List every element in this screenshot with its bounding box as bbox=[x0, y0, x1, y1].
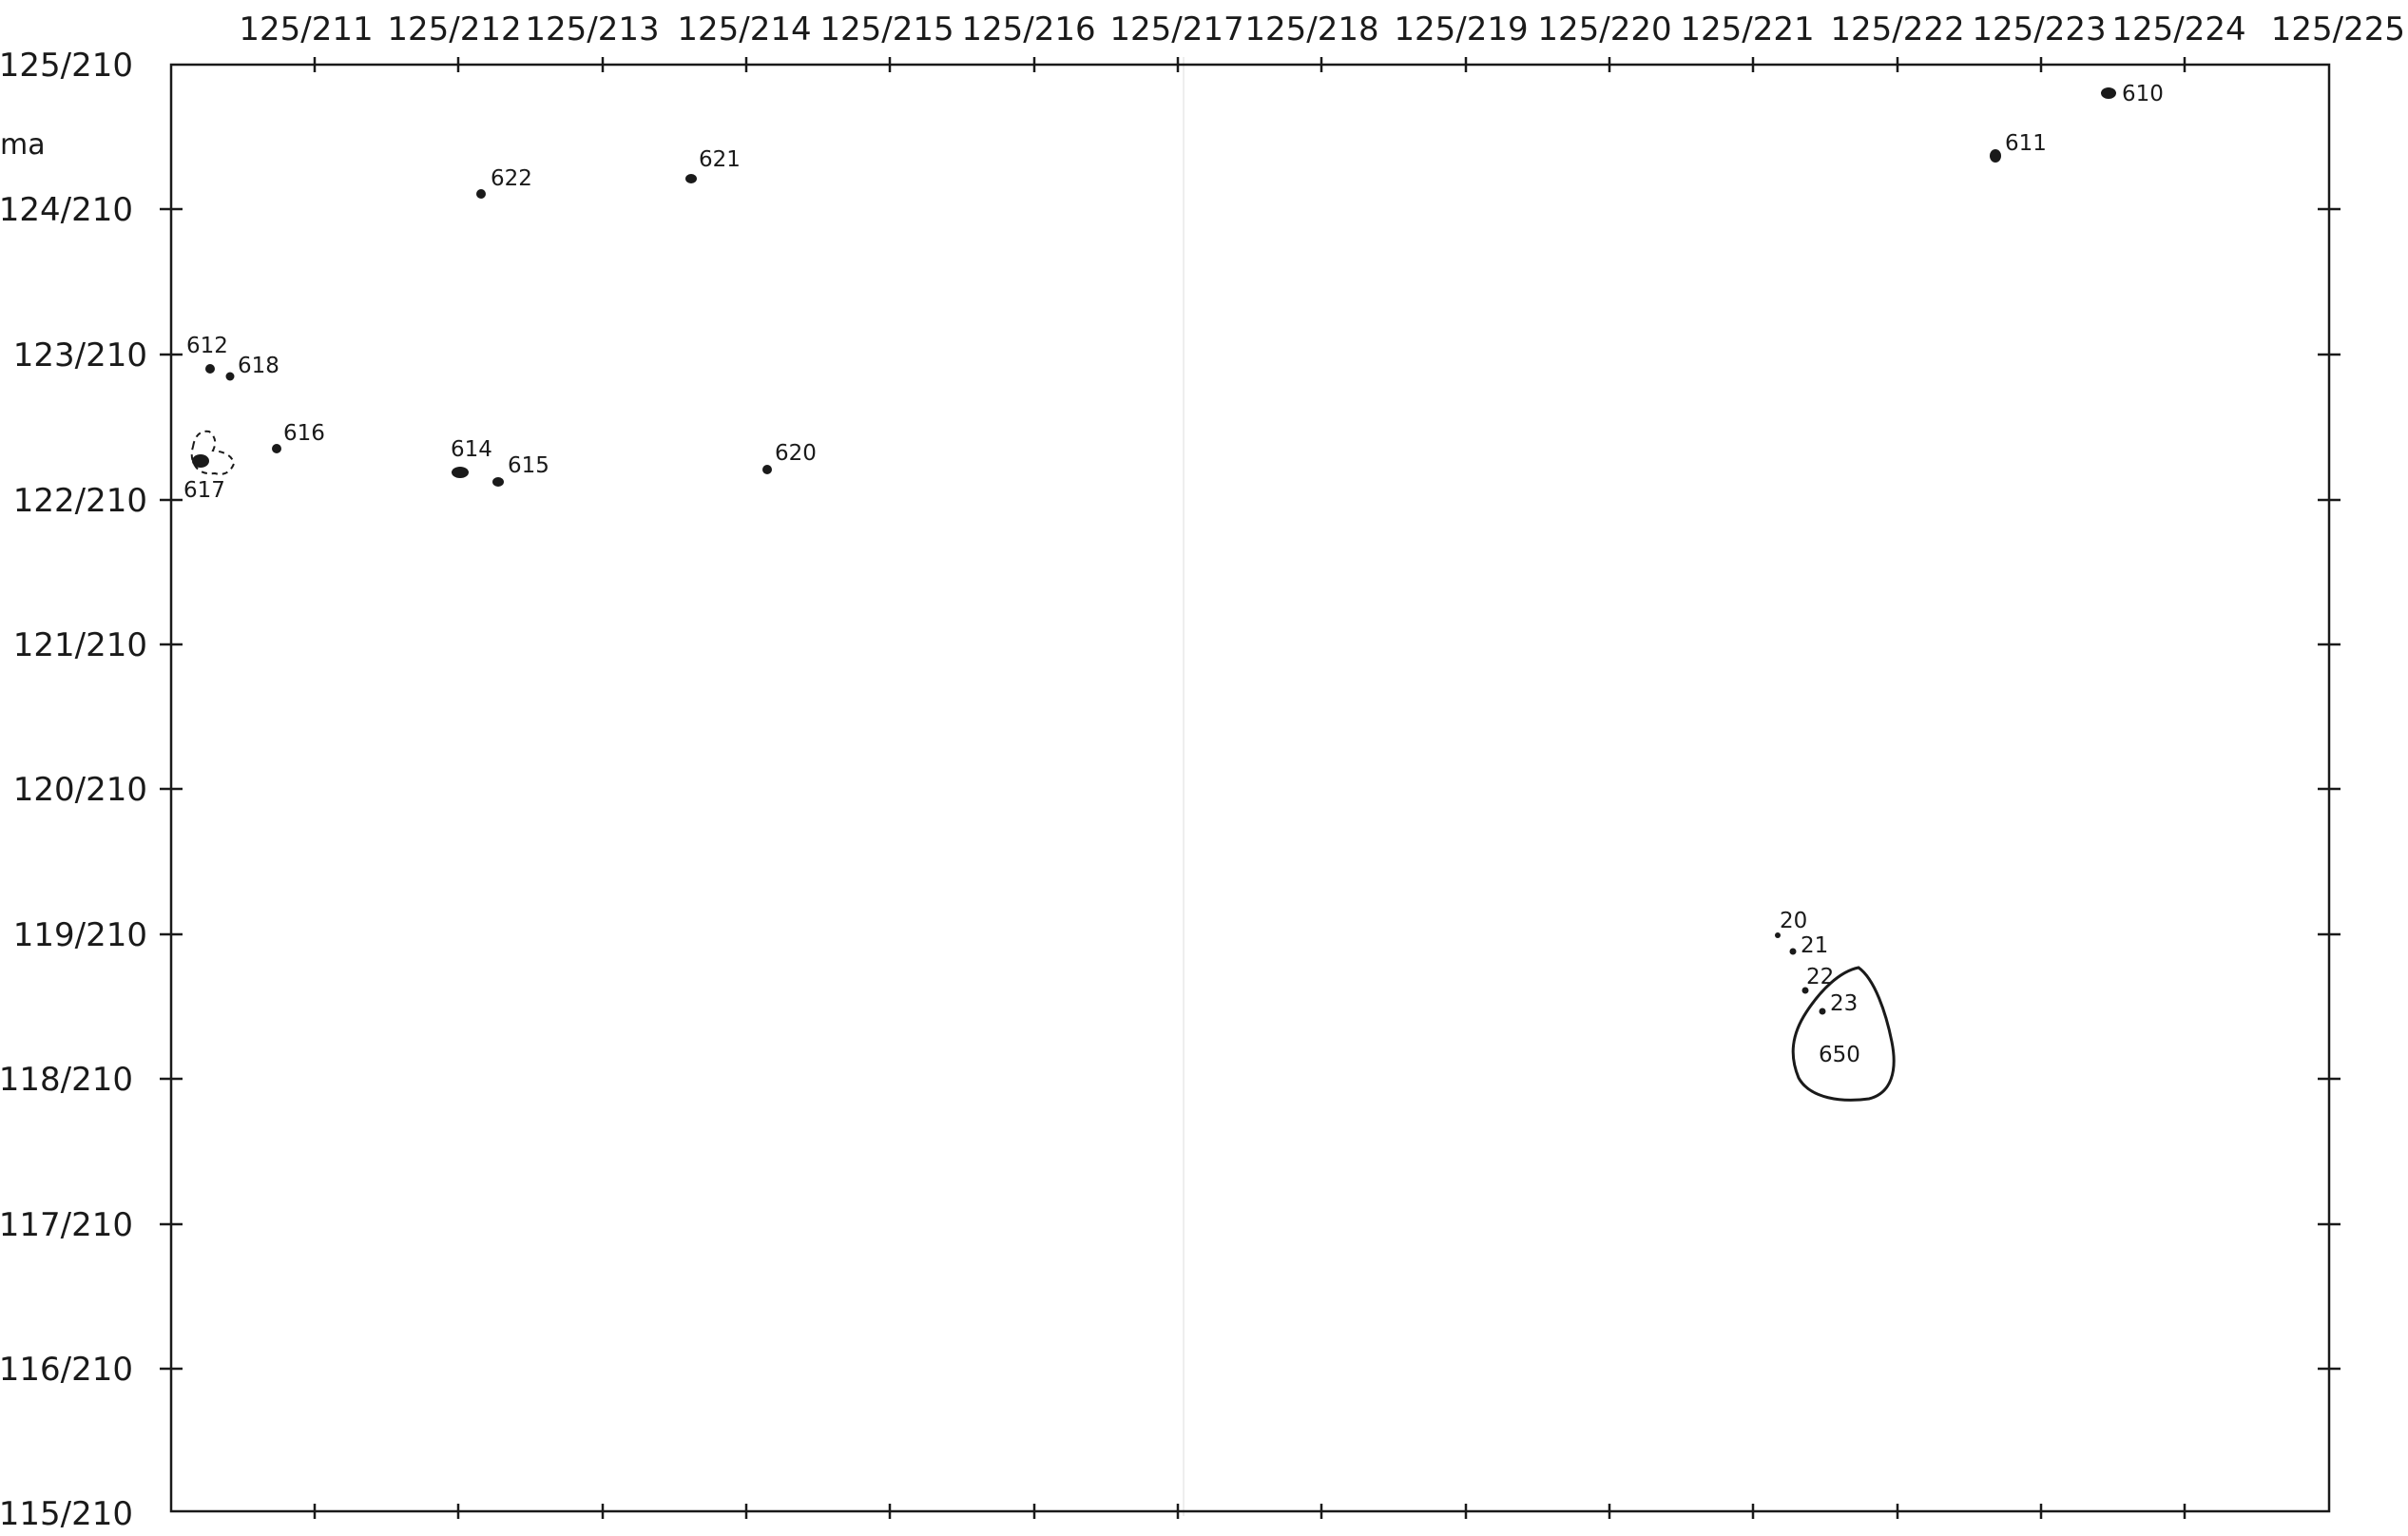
feature-dot bbox=[205, 364, 215, 374]
feature-614: 614 bbox=[451, 437, 492, 478]
feature-dot bbox=[192, 454, 209, 468]
feature-label: 21 bbox=[1801, 933, 1828, 958]
feature-615: 615 bbox=[492, 453, 549, 487]
dashed-outline bbox=[190, 430, 236, 475]
y-label: 121/210 bbox=[13, 626, 147, 664]
feature-dot bbox=[1819, 1008, 1826, 1015]
feature-22: 22 bbox=[1801, 965, 1834, 994]
feature-dot bbox=[685, 174, 697, 183]
feature-label: 616 bbox=[283, 421, 325, 446]
feature-label: 622 bbox=[491, 166, 532, 191]
feature-622: 622 bbox=[476, 166, 532, 199]
feature-label: 621 bbox=[699, 147, 741, 172]
feature-620: 620 bbox=[762, 441, 817, 474]
feature-label: 612 bbox=[186, 334, 228, 358]
y-axis-labels: 125/210 124/210 123/210 122/210 121/210 … bbox=[0, 47, 147, 1533]
feature-616: 616 bbox=[272, 421, 325, 453]
feature-621: 621 bbox=[685, 147, 741, 183]
feature-dot bbox=[476, 189, 486, 199]
feature-dot bbox=[492, 477, 504, 487]
x-label: 125/221 bbox=[1680, 10, 1814, 48]
x-label: 125/217 bbox=[1109, 10, 1243, 48]
feature-dot bbox=[452, 467, 469, 478]
feature-label: 23 bbox=[1830, 991, 1858, 1016]
y-label: 116/210 bbox=[0, 1351, 133, 1389]
x-label: 125/220 bbox=[1537, 10, 1671, 48]
feature-label: 610 bbox=[2122, 82, 2164, 106]
x-label: 125/213 bbox=[525, 10, 659, 48]
feature-dot bbox=[762, 465, 772, 474]
x-label: 125/219 bbox=[1394, 10, 1528, 48]
area-outline bbox=[1791, 966, 1896, 1102]
feature-dot bbox=[272, 444, 281, 453]
x-label: 125/218 bbox=[1244, 10, 1378, 48]
y-ticks-right bbox=[2318, 207, 2341, 1371]
feature-610: 610 bbox=[2101, 82, 2164, 106]
feature-618: 618 bbox=[225, 354, 279, 381]
feature-612: 612 bbox=[186, 334, 228, 374]
feature-dot bbox=[1775, 932, 1781, 938]
feature-23: 23 bbox=[1819, 991, 1858, 1016]
y-label: 124/210 bbox=[0, 191, 133, 229]
x-label: 125/212 bbox=[387, 10, 521, 48]
feature-label: 617 bbox=[183, 478, 225, 503]
feature-label: 614 bbox=[451, 437, 492, 462]
x-label: 125/222 bbox=[1830, 10, 1964, 48]
y-label: 122/210 bbox=[13, 482, 147, 520]
feature-label: 620 bbox=[775, 441, 817, 466]
y-label: 123/210 bbox=[13, 336, 147, 374]
x-label: 125/216 bbox=[961, 10, 1095, 48]
x-label: 125/211 bbox=[239, 10, 373, 48]
feature-20: 20 bbox=[1775, 909, 1807, 938]
y-label: 120/210 bbox=[13, 771, 147, 809]
x-label: 125/224 bbox=[2111, 10, 2245, 48]
feature-label: 615 bbox=[508, 453, 549, 478]
x-label: 125/215 bbox=[819, 10, 954, 48]
feature-label: 618 bbox=[238, 354, 279, 378]
y-ticks-left bbox=[160, 207, 183, 1371]
y-label: 118/210 bbox=[0, 1061, 133, 1099]
feature-dot bbox=[1990, 149, 2001, 163]
x-label: 125/223 bbox=[1972, 10, 2106, 48]
feature-label: 20 bbox=[1780, 909, 1807, 933]
plot-frame bbox=[169, 63, 2331, 1513]
y-label: 125/210 bbox=[0, 47, 133, 85]
y-label: 115/210 bbox=[0, 1495, 133, 1533]
y-label: 119/210 bbox=[13, 916, 147, 954]
feature-label: 611 bbox=[2005, 131, 2047, 156]
feature-dot bbox=[1801, 987, 1809, 994]
feature-label: 650 bbox=[1819, 1043, 1860, 1067]
x-ticks-bottom bbox=[313, 1504, 2186, 1519]
unit-label: ma bbox=[0, 128, 46, 162]
y-label: 117/210 bbox=[0, 1206, 133, 1244]
feature-617: 617 bbox=[183, 430, 236, 503]
feature-dot bbox=[2101, 87, 2116, 99]
x-axis-labels: 125/211 125/212 125/213 125/214 125/215 … bbox=[239, 10, 2405, 48]
x-ticks-top bbox=[313, 57, 2186, 72]
x-label: 125/225 bbox=[2271, 10, 2405, 48]
feature-21: 21 bbox=[1789, 933, 1828, 958]
x-label: 125/214 bbox=[677, 10, 811, 48]
feature-650: 650 bbox=[1791, 966, 1896, 1102]
feature-dot bbox=[1789, 948, 1797, 955]
feature-611: 611 bbox=[1990, 131, 2047, 163]
feature-label: 22 bbox=[1806, 965, 1834, 989]
feature-dot bbox=[225, 372, 235, 381]
